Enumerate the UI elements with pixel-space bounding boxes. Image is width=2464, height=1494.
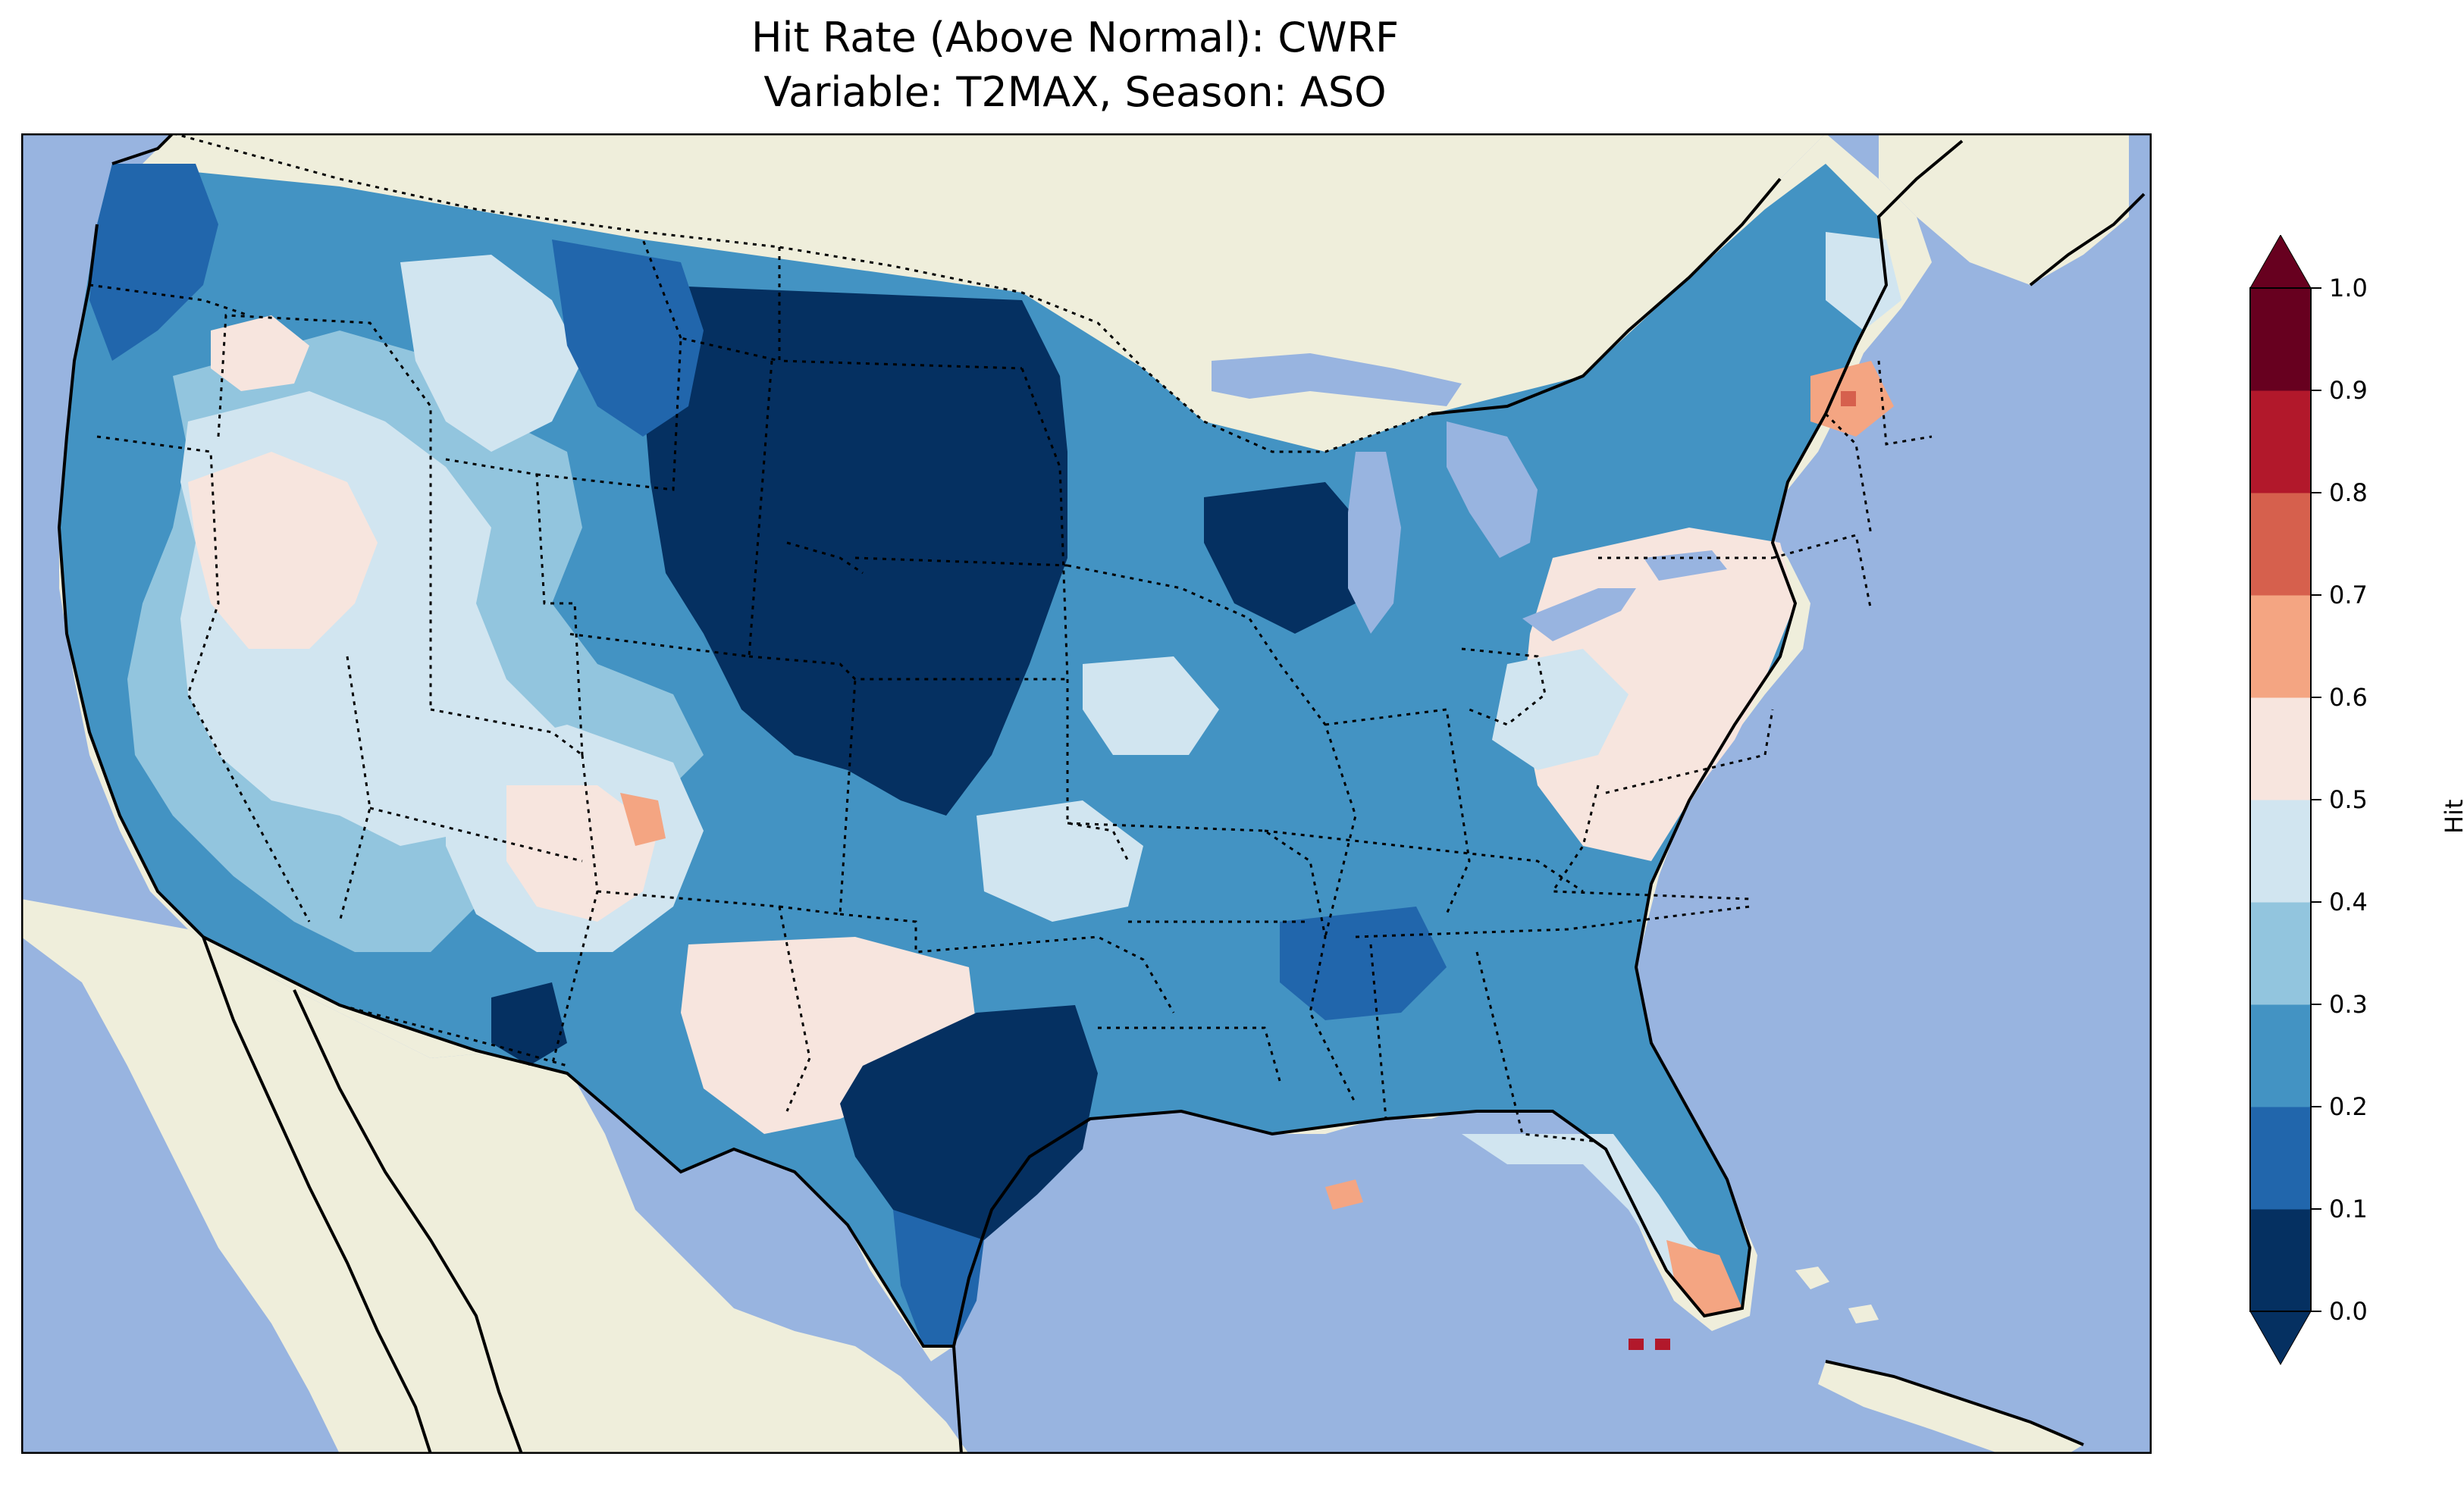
land-maritimes	[1879, 133, 2129, 285]
colorbar-bin	[2250, 1004, 2311, 1107]
colorbar-tick-label: 0.0	[2329, 1297, 2368, 1326]
colorbar-bin	[2250, 288, 2311, 391]
field-montana-dark	[552, 240, 704, 437]
lake-huron	[1447, 421, 1538, 558]
field-ark-dark	[1280, 907, 1447, 1020]
colorbar-tick-label: 0.9	[2329, 376, 2368, 405]
colorbar-bins	[2250, 288, 2311, 1312]
field-gulf-peach	[1325, 1179, 1363, 1210]
field-oregon-tan	[211, 315, 309, 391]
colorbar-extend-bottom	[2249, 1311, 2312, 1366]
field-wisconsin-dark	[1204, 482, 1371, 634]
land-cuba	[1818, 1361, 2083, 1454]
colorbar-bin	[2250, 1209, 2311, 1312]
land-mexico	[21, 899, 969, 1454]
colorbar-tick-label: 0.6	[2329, 683, 2368, 712]
lake-superior	[1212, 353, 1462, 406]
map-title-line1: Hit Rate (Above Normal): CWRF	[751, 14, 1400, 61]
field-kansas-light	[977, 800, 1143, 922]
colorbar-label: Hit Rate	[2440, 799, 2464, 835]
field-ne-light	[1492, 649, 1629, 770]
colorbar-bin	[2250, 697, 2311, 800]
field-fourcorners-tan	[506, 785, 658, 922]
colorbar-bin	[2250, 800, 2311, 903]
field-nm-dark	[491, 982, 567, 1066]
field-pnw-dark	[89, 164, 218, 361]
land-baja	[188, 982, 431, 1454]
colorbar-bin	[2250, 493, 2311, 596]
colorbar-tick-label: 0.8	[2329, 478, 2368, 507]
colorbar-tick-label: 0.3	[2329, 990, 2368, 1019]
field-vt-red	[1841, 391, 1856, 406]
map-title-line2: Variable: T2MAX, Season: ASO	[763, 68, 1387, 116]
coastlines	[57, 133, 2146, 1454]
colorbar-ticks: 0.0 0.1 0.2 0.3 0.4 0.5 0.6 0.7 0.8 0.9 1.0	[2311, 274, 2368, 1326]
land-bahamas	[1795, 1267, 1879, 1323]
lake-erie	[1522, 588, 1636, 641]
great-lakes	[1212, 353, 1727, 641]
field-plains-darkest	[643, 285, 1067, 816]
hit-rate-map	[21, 133, 2152, 1454]
field-keys-red	[1629, 1339, 1670, 1350]
map-frame	[21, 133, 2152, 1454]
colorbar: 0.0 0.1 0.2 0.3 0.4 0.5 0.6 0.7 0.8 0.9 1.0	[2249, 235, 2368, 1366]
colorbar-tick-label: 0.1	[2329, 1195, 2368, 1223]
colorbar-tick-label: 0.4	[2329, 888, 2368, 916]
field-texas-darkest	[840, 1005, 1098, 1240]
state-boundaries	[89, 239, 1933, 1143]
colorbar-bin	[2250, 902, 2311, 1005]
colorbar-tick-label: 0.2	[2329, 1092, 2368, 1121]
field-nevada-tan	[188, 452, 378, 649]
lake-michigan	[1348, 452, 1401, 634]
colorbar-bin	[2250, 595, 2311, 698]
colorbar-tick-label: 0.7	[2329, 581, 2368, 609]
colorbar-bin	[2250, 1107, 2311, 1210]
colorbar-tick-label: 0.5	[2329, 785, 2368, 814]
land-canada	[173, 133, 1826, 452]
colorbar-tick-label: 1.0	[2329, 274, 2368, 302]
intl-border	[158, 133, 1432, 1067]
colorbar-bin	[2250, 390, 2311, 493]
hit-rate-field	[59, 164, 1901, 1350]
colorbar-extend-top	[2249, 235, 2312, 289]
field-idaho-light	[400, 255, 582, 452]
field-fl-peach	[1666, 1240, 1742, 1316]
field-iowa-light	[1083, 656, 1219, 755]
field-fourcorners-peach	[620, 793, 666, 846]
